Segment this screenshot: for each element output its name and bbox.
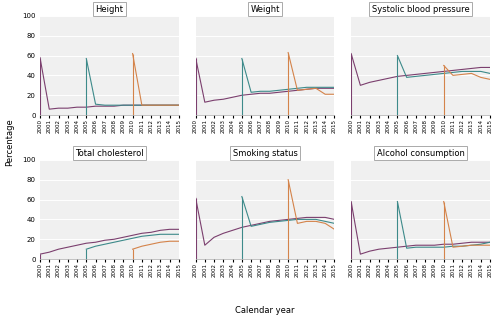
Text: Percentage: Percentage (5, 118, 14, 166)
Title: Total cholesterol: Total cholesterol (75, 149, 144, 158)
Text: Calendar year: Calendar year (236, 306, 295, 315)
Title: Weight: Weight (250, 5, 280, 14)
Title: Systolic blood pressure: Systolic blood pressure (372, 5, 470, 14)
Title: Alcohol consumption: Alcohol consumption (376, 149, 464, 158)
Title: Smoking status: Smoking status (232, 149, 298, 158)
Title: Height: Height (96, 5, 124, 14)
